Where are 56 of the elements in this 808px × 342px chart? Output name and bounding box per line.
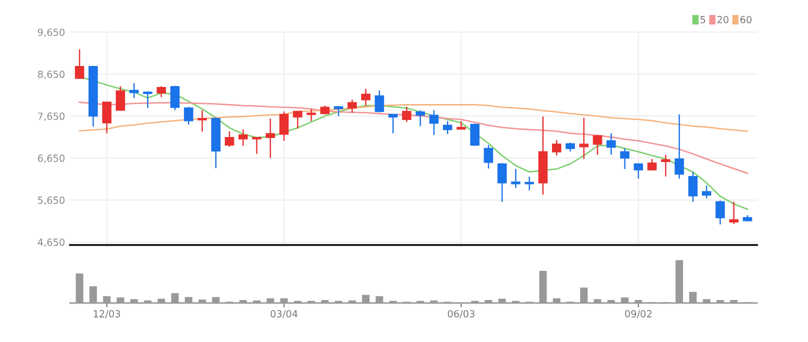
y-tick-label: 5,650 — [38, 196, 64, 205]
legend-label: 20 — [717, 16, 728, 24]
candlestick — [661, 154, 670, 178]
candlestick — [388, 113, 398, 134]
y-tick-label: 6,650 — [38, 154, 64, 163]
candlestick — [102, 101, 112, 134]
candlestick — [702, 184, 712, 200]
candlestick — [592, 134, 602, 156]
candlestick — [442, 120, 452, 135]
candlestick — [198, 110, 207, 132]
candlestick — [470, 123, 480, 147]
candlestick — [266, 118, 276, 159]
candlestick — [279, 110, 289, 142]
candlestick — [156, 86, 166, 98]
y-tick-label: 8,650 — [38, 70, 64, 79]
candlestick — [484, 144, 494, 170]
candlestick — [74, 48, 84, 80]
x-tick-label: 12/03 — [94, 310, 120, 318]
candlestick — [429, 110, 439, 136]
y-tick-label: 9,650 — [38, 28, 64, 37]
candlestick — [170, 85, 180, 111]
candlestick — [224, 130, 234, 148]
candlestick — [634, 162, 644, 180]
candlestick — [252, 136, 262, 154]
candlestick — [647, 158, 657, 171]
candlestick — [416, 110, 425, 127]
candlestick — [116, 86, 126, 112]
candlestick — [348, 99, 357, 114]
candlestick — [620, 148, 630, 170]
candlestick — [334, 105, 344, 117]
candlestick — [552, 139, 562, 156]
candlestick — [688, 171, 698, 202]
candlestick — [579, 117, 589, 160]
x-tick-label: 09/02 — [625, 310, 652, 318]
x-tick-label: 06/03 — [448, 310, 474, 318]
candlestick — [361, 88, 370, 106]
candlestick — [374, 90, 384, 113]
candlestick — [716, 200, 725, 226]
candlestick — [497, 162, 507, 202]
x-tick-label: 03/04 — [270, 310, 298, 318]
candlestick — [524, 176, 534, 192]
legend-label: 5 — [700, 16, 706, 24]
candlestick — [238, 128, 248, 147]
legend-label: 60 — [740, 16, 752, 24]
candlestick — [606, 132, 616, 156]
candlestick — [729, 201, 738, 225]
candlestick — [674, 114, 684, 180]
candlestick — [402, 106, 412, 123]
candlestick — [306, 108, 316, 122]
candlestick — [511, 168, 520, 189]
y-tick-label: 4,650 — [38, 238, 64, 247]
candlestick — [184, 106, 194, 126]
y-tick-label: 7,650 — [38, 112, 64, 121]
candlestick — [143, 90, 152, 109]
candlestick — [129, 82, 139, 99]
candlestick — [292, 110, 302, 130]
